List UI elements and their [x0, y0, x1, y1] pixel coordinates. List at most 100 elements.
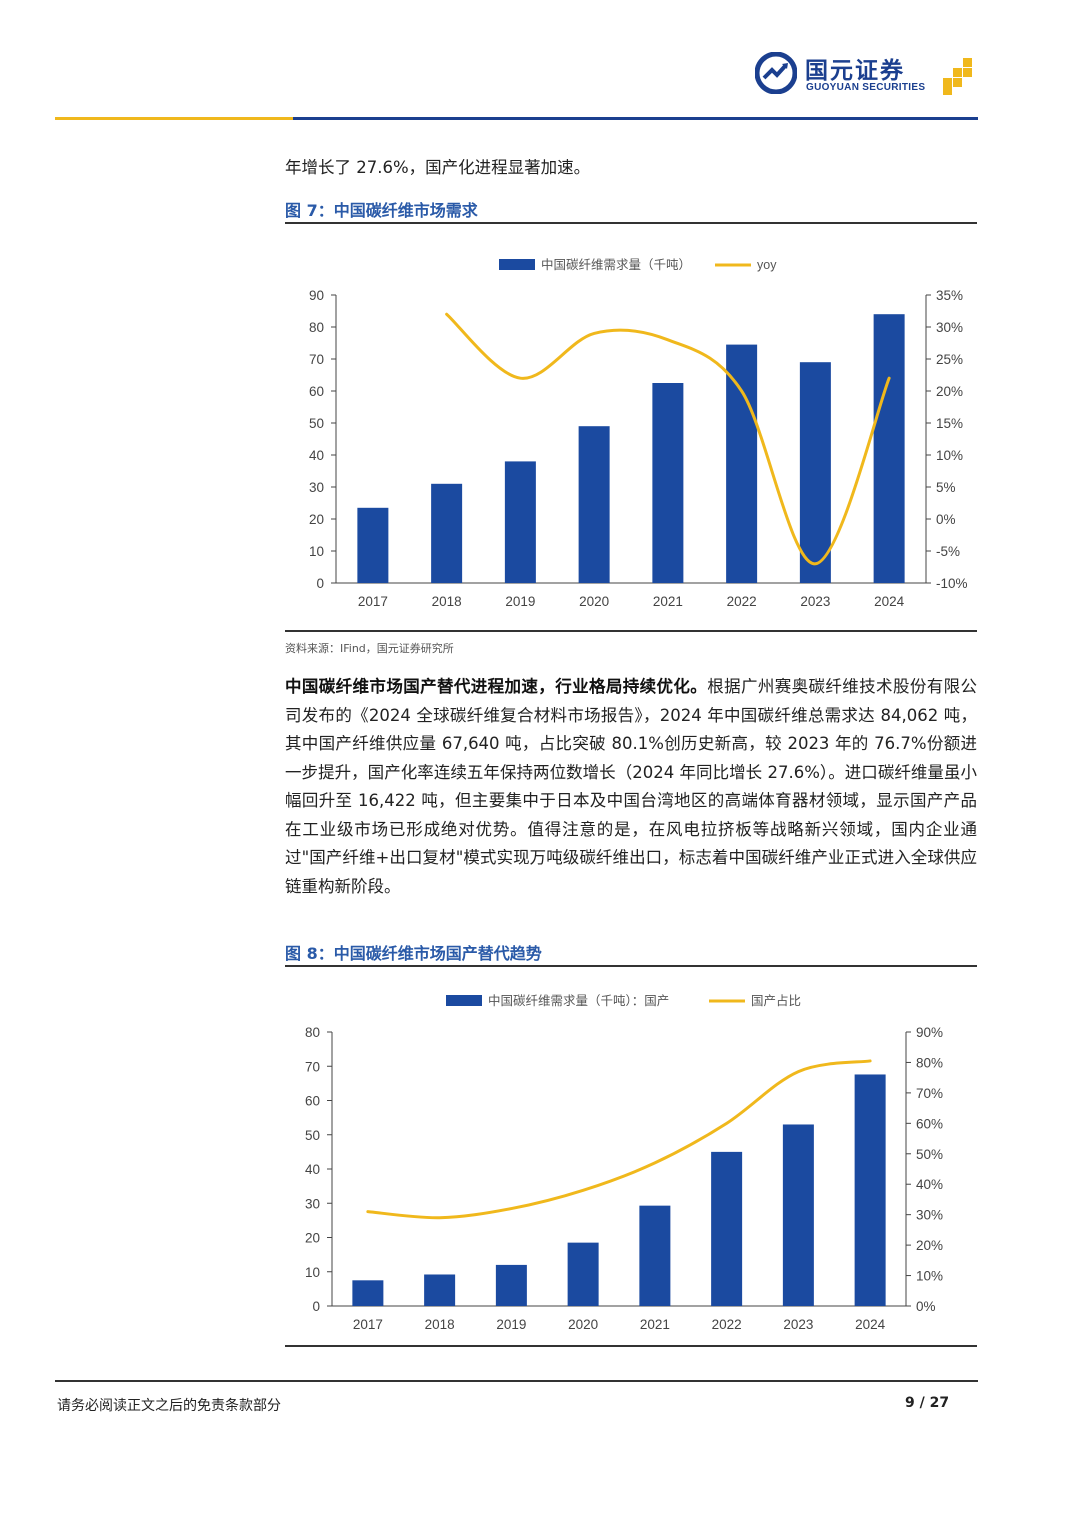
- right-tick-label: 80%: [916, 1055, 943, 1070]
- figure7-source: 资料来源：IFind，国元证券研究所: [285, 642, 454, 655]
- right-tick-label: 20%: [916, 1238, 943, 1253]
- x-tick-label: 2019: [496, 1317, 526, 1332]
- logo-emblem-icon: [755, 52, 797, 94]
- right-tick-label: 30%: [936, 320, 963, 335]
- left-tick-label: 70: [309, 352, 324, 367]
- logo-squares-icon: [943, 58, 972, 95]
- x-tick-label: 2018: [432, 594, 462, 609]
- right-tick-label: 30%: [916, 1208, 943, 1223]
- right-tick-label: 50%: [916, 1147, 943, 1162]
- left-tick-label: 50: [305, 1128, 320, 1143]
- right-tick-label: 35%: [936, 288, 963, 303]
- left-tick-label: 0: [312, 1299, 320, 1314]
- left-tick-label: 40: [305, 1162, 320, 1177]
- legend-bar-swatch: [446, 995, 482, 1006]
- header-rule-blue: [293, 117, 978, 120]
- figure7-title: 图 7：中国碳纤维市场需求: [285, 201, 478, 220]
- bar-2017: [357, 507, 389, 583]
- left-tick-label: 80: [305, 1025, 320, 1040]
- x-tick-label: 2022: [712, 1317, 742, 1332]
- x-tick-label: 2023: [800, 594, 830, 609]
- bar-2019: [504, 461, 536, 583]
- x-tick-label: 2021: [640, 1317, 670, 1332]
- legend-line-label: 国产占比: [751, 993, 801, 1008]
- right-tick-label: 40%: [916, 1177, 943, 1192]
- x-tick-label: 2023: [783, 1317, 813, 1332]
- left-tick-label: 60: [309, 384, 324, 399]
- left-tick-label: 30: [305, 1196, 320, 1211]
- footer-disclaimer: 请务必阅读正文之后的免责条款部分: [57, 1398, 281, 1414]
- right-tick-label: 15%: [936, 416, 963, 431]
- right-tick-label: 10%: [936, 448, 963, 463]
- x-tick-label: 2020: [568, 1317, 598, 1332]
- left-tick-label: 50: [309, 416, 324, 431]
- left-tick-label: 40: [309, 448, 324, 463]
- bar-2021: [652, 383, 684, 583]
- company-logo: 国元证券 GUOYUAN SECURITIES: [755, 48, 985, 98]
- left-tick-label: 60: [305, 1094, 320, 1109]
- x-tick-label: 2018: [425, 1317, 455, 1332]
- bar-2022: [711, 1151, 743, 1306]
- intro-text: 年增长了 27.6%，国产化进程显著加速。: [285, 158, 591, 177]
- right-tick-label: 70%: [916, 1086, 943, 1101]
- legend-line-label: yoy: [757, 258, 777, 272]
- x-tick-label: 2024: [874, 594, 905, 609]
- right-tick-label: 0%: [936, 512, 956, 527]
- paragraph-body: 根据广州赛奥碳纤维技术股份有限公司发布的《2024 全球碳纤维复合材料市场报告》…: [285, 677, 978, 896]
- bar-2023: [782, 1124, 814, 1306]
- figure8-title: 图 8：中国碳纤维市场国产替代趋势: [285, 944, 542, 963]
- figure7-chart: 0 10 20 30 40 50 60 70 80 90 -10% -5% 0% 5% 10% 15% 20% 2…: [309, 257, 968, 609]
- bar-2024: [873, 314, 905, 583]
- footer-rule: [55, 1380, 978, 1382]
- bar-2020: [578, 426, 610, 583]
- right-tick-label: -5%: [936, 544, 960, 559]
- right-tick-label: 0%: [916, 1299, 936, 1314]
- line-series-国产占比: [366, 1059, 872, 1220]
- x-tick-label: 2024: [855, 1317, 886, 1332]
- x-tick-label: 2017: [358, 594, 388, 609]
- right-tick-label: -10%: [936, 576, 968, 591]
- bar-2021: [639, 1205, 671, 1306]
- legend-bar-swatch: [499, 259, 535, 270]
- header-rule-gold: [55, 117, 293, 120]
- page-number: 9 / 27: [905, 1395, 950, 1411]
- legend-bar-label: 中国碳纤维需求量（千吨）：国产: [488, 993, 669, 1008]
- x-tick-label: 2017: [353, 1317, 383, 1332]
- bar-2017: [352, 1280, 384, 1306]
- right-tick-label: 5%: [936, 480, 956, 495]
- figure7-bottom-rule: [285, 630, 977, 632]
- figure7-top-rule: [285, 222, 977, 224]
- x-tick-label: 2019: [505, 594, 535, 609]
- left-tick-label: 0: [316, 576, 324, 591]
- bar-2018: [431, 483, 463, 583]
- bar-2020: [567, 1242, 599, 1306]
- left-tick-label: 30: [309, 480, 324, 495]
- left-tick-label: 70: [305, 1059, 320, 1074]
- x-tick-label: 2022: [727, 594, 757, 609]
- right-tick-label: 20%: [936, 384, 963, 399]
- bar-2023: [799, 362, 831, 583]
- logo-english-name: GUOYUAN SECURITIES: [806, 82, 926, 93]
- bar-2024: [854, 1074, 886, 1306]
- body-paragraph: 中国碳纤维市场国产替代进程加速，行业格局持续优化。根据广州赛奥碳纤维技术股份有限…: [285, 673, 977, 901]
- left-tick-label: 10: [305, 1265, 320, 1280]
- x-tick-label: 2021: [653, 594, 683, 609]
- left-tick-label: 20: [305, 1231, 320, 1246]
- right-tick-label: 25%: [936, 352, 963, 367]
- right-tick-label: 60%: [916, 1116, 943, 1131]
- left-tick-label: 10: [309, 544, 324, 559]
- left-tick-label: 20: [309, 512, 324, 527]
- bar-2018: [424, 1274, 456, 1306]
- right-tick-label: 90%: [916, 1025, 943, 1040]
- bar-2022: [726, 344, 758, 583]
- figure8-bottom-rule: [285, 1345, 977, 1347]
- logo-chinese-name: 国元证券: [805, 58, 905, 84]
- paragraph-lead: 中国碳纤维市场国产替代进程加速，行业格局持续优化。: [285, 677, 708, 696]
- figure8-top-rule: [285, 965, 977, 967]
- bar-2019: [495, 1264, 527, 1306]
- left-tick-label: 90: [309, 288, 324, 303]
- x-tick-label: 2020: [579, 594, 609, 609]
- legend-bar-label: 中国碳纤维需求量（千吨）: [541, 257, 691, 272]
- figure8-chart: 0 10 20 30 40 50 60 70 80 0% 10% 20% 30% 40% 50% 60% 70%…: [305, 993, 943, 1332]
- right-tick-label: 10%: [916, 1269, 943, 1284]
